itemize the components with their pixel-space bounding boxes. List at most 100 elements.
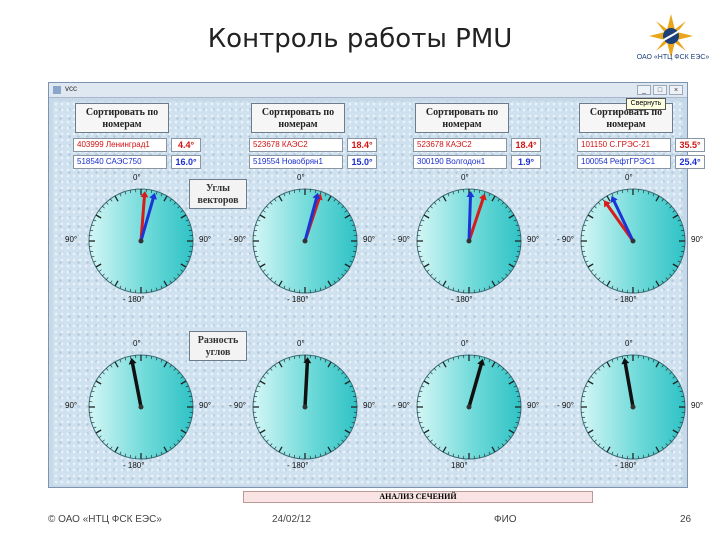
app-icon [53, 86, 61, 94]
dial-hub [466, 238, 472, 244]
dial-tick [341, 371, 344, 375]
dial-tick [594, 371, 597, 375]
dial-tick [582, 250, 586, 253]
slide-title: Контроль работы PMU [207, 24, 513, 54]
dial-tick [349, 260, 353, 263]
dial-tick [160, 359, 163, 363]
difference-dial-4-label-right: 90° [691, 401, 704, 410]
dial-tick [283, 193, 286, 197]
angle-dial-3-label-right: 90° [527, 235, 540, 244]
difference-needle-4 [621, 357, 635, 409]
dial-tick [669, 439, 672, 443]
dial-tick [457, 356, 460, 360]
dial-tick [95, 214, 102, 219]
dial-tick [647, 453, 650, 457]
angle-dial-2-label-bottom: - 180° [287, 295, 309, 304]
dial-tick [421, 260, 425, 263]
dial-tick [188, 395, 192, 398]
angle-value-blue-3: 1.9° [511, 155, 541, 169]
dial-tick [173, 368, 177, 371]
dial-tick [478, 288, 481, 292]
dial-tick [501, 443, 505, 446]
dial-tick [590, 269, 594, 272]
dial-tick [616, 287, 619, 291]
dial-tick [661, 364, 664, 368]
angle-dial-1-label-right: 90° [199, 235, 212, 244]
dial-tick [187, 390, 191, 393]
dial-tick [278, 195, 283, 202]
dial-tick [266, 439, 269, 443]
dial-tick [124, 287, 127, 291]
difference-dial-4 [580, 354, 686, 460]
dial-tick [677, 219, 681, 222]
difference-section-button[interactable]: Разность углов [189, 331, 247, 361]
dial-tick [288, 191, 291, 195]
dial-tick [293, 190, 296, 194]
dial-tick [597, 443, 601, 446]
dial-tick [327, 280, 332, 287]
dial-tick [91, 255, 95, 258]
dial-tick [418, 229, 422, 232]
dial-tick [110, 280, 113, 284]
dial-tick [587, 214, 594, 219]
dial-tick [497, 198, 500, 202]
sort-by-number-button-1[interactable]: Сортировать по номерам [75, 103, 169, 133]
dial-tick [680, 395, 684, 398]
dial-tick [433, 202, 437, 205]
dial-tick [102, 371, 105, 375]
dial-tick [442, 361, 447, 368]
dial-tick [647, 287, 650, 291]
dial-tick [587, 429, 594, 434]
dial-tick [585, 385, 589, 388]
dial-tick [177, 371, 180, 375]
angles-section-button[interactable]: Углы векторов [189, 179, 247, 209]
dial-tick [483, 453, 486, 457]
dial-tick [421, 426, 425, 429]
analysis-button[interactable]: АНАЛИЗ СЕЧЕНИЙ [243, 491, 593, 503]
dial-tick [418, 416, 422, 419]
maximize-button[interactable]: □ [653, 85, 667, 95]
dial-tick [616, 357, 619, 361]
dial-tick [177, 205, 180, 209]
dial-tick [515, 390, 519, 393]
dial-tick [497, 446, 500, 450]
dial-tick [655, 361, 660, 368]
dial-tick [288, 287, 291, 291]
blue-angle-needle-2 [303, 192, 321, 243]
dial-tick [259, 263, 266, 268]
dial-tick [324, 193, 327, 197]
dial-tick [95, 380, 102, 385]
angle-dial-2-label-top: 0° [297, 173, 305, 182]
dial-tick [513, 385, 517, 388]
angle-dial-3 [416, 188, 522, 294]
dial-tick [430, 439, 433, 443]
dial-tick [180, 376, 184, 379]
sort-by-number-button-3[interactable]: Сортировать по номерам [415, 103, 509, 133]
dial-tick [508, 380, 515, 385]
dial-tick [319, 287, 322, 291]
dial-tick [278, 361, 283, 368]
dial-tick [652, 451, 655, 455]
difference-dial-1-label-left: 90° [65, 401, 78, 410]
angle-dial-1-label-top: 0° [133, 173, 141, 182]
angle-value-blue-1: 16.0° [171, 155, 201, 169]
angle-dial-1-label-bottom: - 180° [123, 295, 145, 304]
dial-tick [177, 439, 180, 443]
dial-tick [344, 376, 348, 379]
dial-tick [262, 376, 266, 379]
pmu-name-blue-1: 518540 САЭС750 [73, 155, 167, 169]
minimize-button[interactable]: _ [637, 85, 651, 95]
dial-tick [257, 219, 261, 222]
dial-tick [324, 451, 327, 455]
dial-tick [254, 416, 258, 419]
dial-tick [594, 205, 597, 209]
dial-tick [283, 451, 286, 455]
dial-tick [590, 210, 594, 213]
dial-tick [516, 250, 520, 253]
sort-by-number-button-2[interactable]: Сортировать по номерам [251, 103, 345, 133]
dial-tick [602, 446, 605, 450]
difference-dial-4-label-top: 0° [625, 339, 633, 348]
dial-tick [266, 273, 269, 277]
close-button[interactable]: × [669, 85, 683, 95]
dial-tick [262, 210, 266, 213]
